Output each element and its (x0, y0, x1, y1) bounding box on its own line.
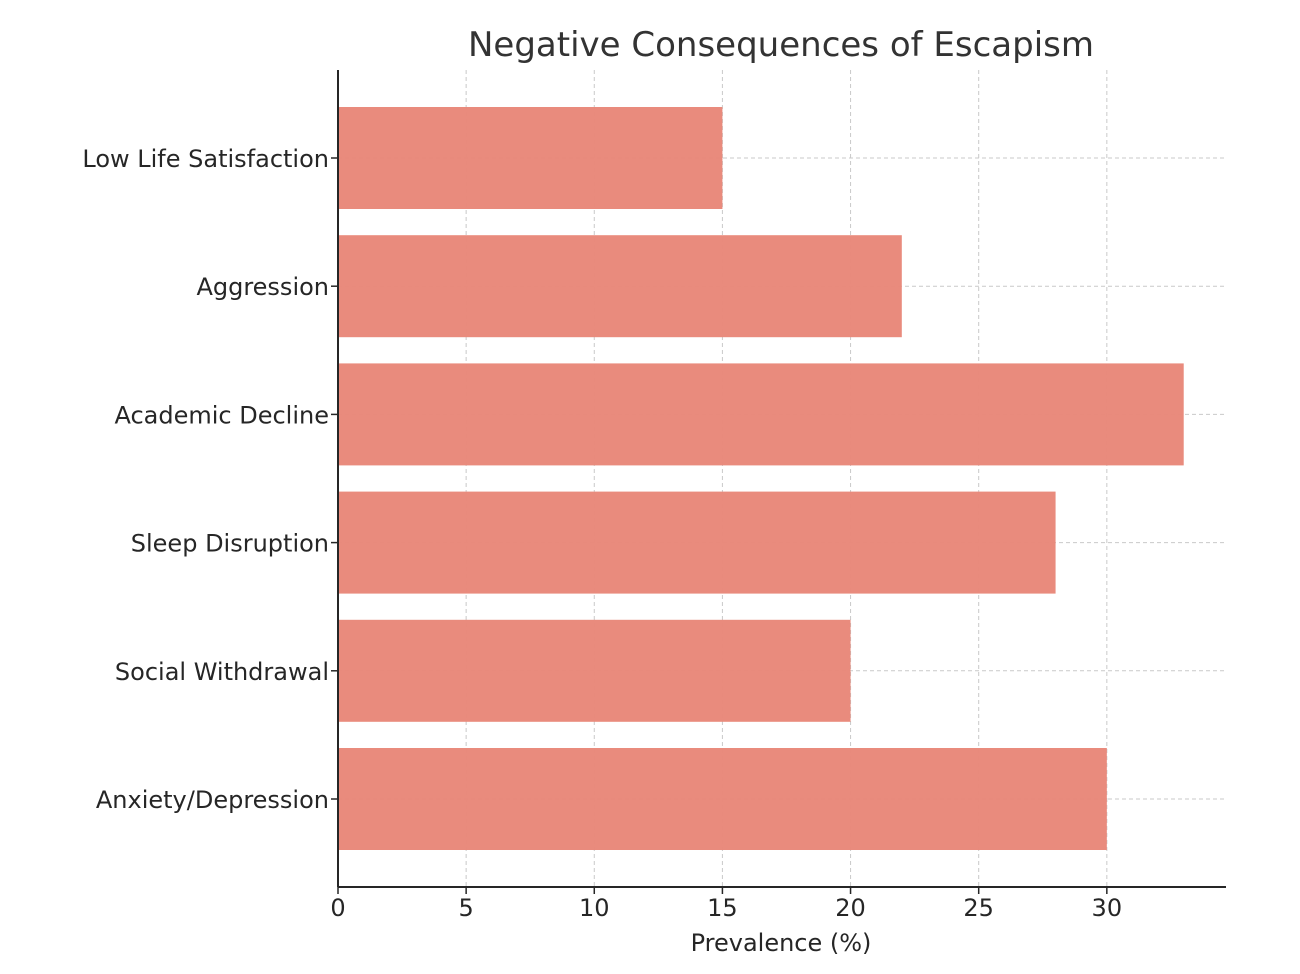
bars (338, 107, 1184, 850)
bar (338, 491, 1056, 594)
x-ticks: 0 5 10 15 20 25 30 (330, 887, 1122, 922)
y-tick-label: Social Withdrawal (115, 658, 329, 686)
bar (338, 107, 723, 209)
x-axis-label: Prevalence (%) (691, 929, 872, 957)
x-tick-label: 5 (458, 894, 473, 922)
y-tick-label: Academic Decline (114, 401, 329, 429)
y-tick-label: Anxiety/Depression (96, 786, 329, 814)
x-tick-label: 30 (1092, 894, 1123, 922)
bar (338, 748, 1107, 850)
bar (338, 363, 1184, 466)
y-ticks: Anxiety/Depression Social Withdrawal Sleep… (82, 145, 338, 814)
y-tick-label: Low Life Satisfaction (82, 145, 329, 173)
x-tick-label: 20 (835, 894, 866, 922)
bar (338, 619, 851, 722)
y-tick-label: Aggression (196, 273, 329, 301)
y-tick-label: Sleep Disruption (131, 530, 329, 558)
axes (337, 70, 1226, 888)
x-tick-label: 0 (330, 894, 345, 922)
x-tick-label: 25 (963, 894, 994, 922)
chart-title: Negative Consequences of Escapism (468, 25, 1094, 65)
x-tick-label: 15 (707, 894, 738, 922)
bar (338, 235, 902, 338)
x-tick-label: 10 (579, 894, 610, 922)
